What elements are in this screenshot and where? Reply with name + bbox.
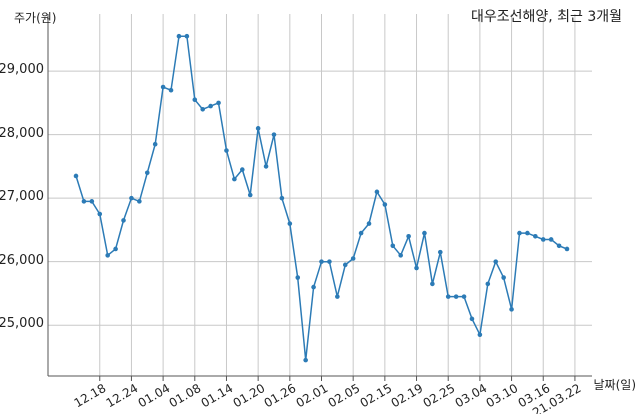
- data-point: [224, 148, 229, 153]
- data-point: [525, 230, 530, 236]
- data-point: [335, 294, 340, 299]
- data-point: [398, 253, 403, 258]
- gridlines: [48, 14, 592, 376]
- data-point: [137, 199, 142, 204]
- data-point: [208, 103, 213, 109]
- y-tick-label: 28,000: [0, 125, 44, 141]
- data-point: [493, 259, 499, 264]
- y-tick-label: 25,000: [0, 316, 44, 332]
- data-point: [240, 167, 245, 172]
- data-point: [390, 243, 396, 249]
- price-series: [73, 33, 570, 363]
- data-point: [81, 199, 87, 204]
- data-point: [311, 284, 316, 290]
- data-point: [445, 294, 451, 299]
- data-point: [287, 221, 293, 226]
- data-point: [374, 189, 380, 195]
- x-axis-label: 날짜(일): [593, 378, 636, 392]
- data-point: [366, 221, 372, 226]
- y-tick-label: 29,000: [0, 62, 44, 78]
- data-point: [279, 195, 285, 201]
- data-point: [509, 307, 514, 312]
- data-point: [358, 230, 364, 236]
- y-tick-label: 27,000: [0, 189, 44, 205]
- data-point: [160, 84, 166, 90]
- data-point: [461, 294, 467, 299]
- data-point: [263, 164, 269, 169]
- data-point: [422, 230, 427, 236]
- data-point: [105, 253, 110, 258]
- data-point: [327, 259, 332, 264]
- data-point: [540, 237, 546, 242]
- data-point: [517, 230, 522, 236]
- data-point: [350, 256, 356, 261]
- data-point: [556, 243, 562, 249]
- data-point: [121, 218, 126, 223]
- data-point: [533, 233, 538, 239]
- data-point: [113, 246, 118, 252]
- data-point: [469, 316, 475, 322]
- data-point: [548, 237, 554, 242]
- data-point: [271, 132, 277, 137]
- axes: [47, 14, 592, 381]
- data-point: [97, 211, 103, 217]
- data-point: [216, 100, 221, 106]
- data-point: [89, 199, 95, 204]
- data-point: [414, 265, 419, 271]
- data-point: [73, 173, 79, 179]
- data-point: [501, 275, 506, 280]
- data-point: [200, 106, 206, 112]
- data-point: [453, 294, 459, 299]
- data-point: [192, 97, 198, 103]
- data-point: [129, 195, 134, 201]
- data-point: [564, 246, 570, 252]
- data-point: [176, 33, 182, 39]
- data-point: [247, 192, 253, 198]
- data-point: [477, 332, 483, 338]
- data-point: [382, 202, 388, 207]
- data-point: [144, 170, 150, 176]
- data-point: [303, 357, 308, 363]
- y-axis-label: 주가(원): [14, 11, 57, 25]
- data-point: [295, 275, 301, 280]
- data-point: [152, 141, 158, 147]
- data-point: [319, 259, 324, 264]
- data-point: [184, 33, 190, 39]
- data-point: [255, 126, 261, 131]
- data-point: [168, 87, 174, 93]
- data-point: [430, 281, 435, 287]
- data-point: [406, 233, 411, 239]
- data-point: [437, 249, 443, 255]
- chart-title: 대우조선해양, 최근 3개월: [470, 9, 622, 25]
- data-point: [485, 281, 491, 287]
- data-point: [342, 262, 348, 268]
- y-tick-label: 26,000: [0, 252, 44, 268]
- data-point: [232, 176, 237, 182]
